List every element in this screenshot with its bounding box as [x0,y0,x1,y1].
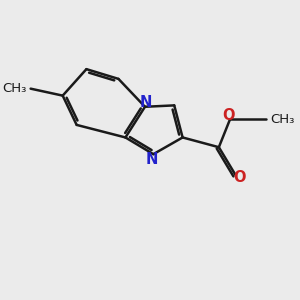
Text: N: N [139,95,152,110]
Text: O: O [222,108,235,123]
Text: N: N [146,152,158,167]
Text: CH₃: CH₃ [2,82,26,95]
Text: O: O [233,170,246,185]
Text: CH₃: CH₃ [270,113,295,126]
